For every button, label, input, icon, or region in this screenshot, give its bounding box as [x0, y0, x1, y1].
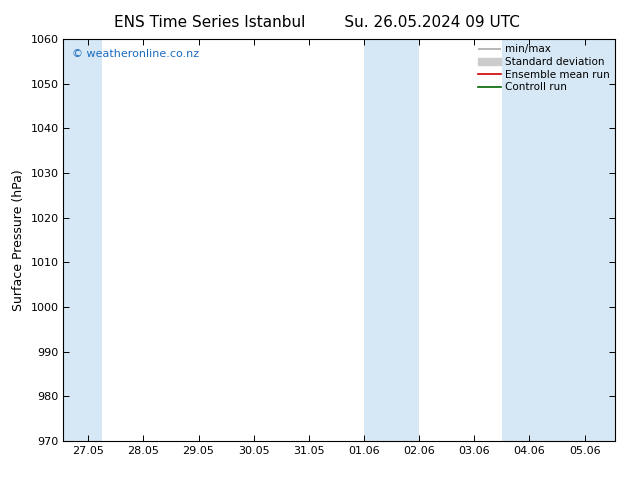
Bar	[364, 39, 419, 441]
Bar	[529, 39, 615, 441]
Text: © weatheronline.co.nz: © weatheronline.co.nz	[72, 49, 199, 59]
Bar	[502, 39, 529, 441]
Legend: min/max, Standard deviation, Ensemble mean run, Controll run: min/max, Standard deviation, Ensemble me…	[476, 42, 612, 94]
Bar	[63, 39, 102, 441]
Y-axis label: Surface Pressure (hPa): Surface Pressure (hPa)	[12, 169, 25, 311]
Text: ENS Time Series Istanbul        Su. 26.05.2024 09 UTC: ENS Time Series Istanbul Su. 26.05.2024 …	[114, 15, 520, 30]
